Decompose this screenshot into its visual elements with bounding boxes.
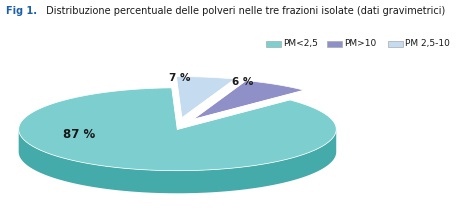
Text: 6 %: 6 % <box>232 77 254 87</box>
Polygon shape <box>192 81 304 120</box>
Text: 7 %: 7 % <box>169 73 191 83</box>
Text: PM 2,5-10: PM 2,5-10 <box>405 39 450 48</box>
Text: Fig 1.: Fig 1. <box>6 6 37 16</box>
Polygon shape <box>266 41 281 47</box>
Text: PM>10: PM>10 <box>344 39 376 48</box>
Text: PM<2,5: PM<2,5 <box>283 39 318 48</box>
Polygon shape <box>19 88 336 171</box>
Polygon shape <box>388 41 403 47</box>
Polygon shape <box>327 41 342 47</box>
Polygon shape <box>19 129 336 193</box>
Polygon shape <box>176 77 235 118</box>
Text: Distribuzione percentuale delle polveri nelle tre frazioni isolate (dati gravime: Distribuzione percentuale delle polveri … <box>43 6 445 16</box>
Text: 87 %: 87 % <box>63 128 96 141</box>
